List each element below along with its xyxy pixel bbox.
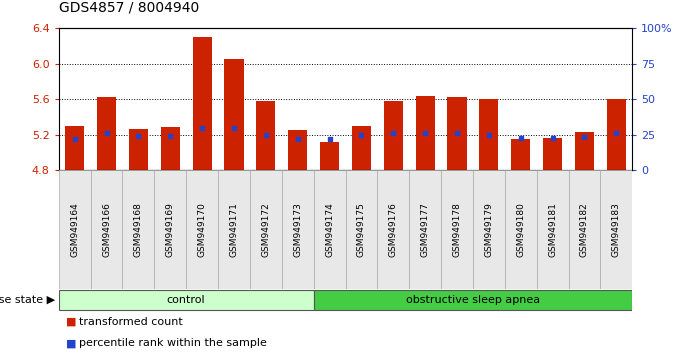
Text: GSM949176: GSM949176 (389, 202, 398, 257)
Text: GSM949183: GSM949183 (612, 202, 621, 257)
Text: GSM949164: GSM949164 (70, 202, 79, 257)
Text: obstructive sleep apnea: obstructive sleep apnea (406, 295, 540, 304)
Text: ■: ■ (66, 338, 76, 348)
Bar (320, 142, 339, 170)
Bar (154, 170, 186, 289)
Bar (441, 170, 473, 289)
Text: percentile rank within the sample: percentile rank within the sample (79, 338, 267, 348)
Text: GSM949174: GSM949174 (325, 202, 334, 257)
Text: GSM949182: GSM949182 (580, 202, 589, 257)
Bar (409, 170, 441, 289)
Bar (122, 170, 154, 289)
Text: GSM949178: GSM949178 (453, 202, 462, 257)
Bar (282, 170, 314, 289)
Text: GSM949181: GSM949181 (548, 202, 557, 257)
Text: GSM949166: GSM949166 (102, 202, 111, 257)
Bar (600, 170, 632, 289)
Bar (288, 130, 307, 170)
Bar (448, 97, 466, 170)
Bar (575, 132, 594, 170)
Text: GSM949170: GSM949170 (198, 202, 207, 257)
Text: disease state ▶: disease state ▶ (0, 295, 55, 304)
Bar (346, 170, 377, 289)
Bar (505, 170, 537, 289)
Text: GDS4857 / 8004940: GDS4857 / 8004940 (59, 0, 199, 14)
Text: GSM949177: GSM949177 (421, 202, 430, 257)
Bar (537, 170, 569, 289)
Text: GSM949175: GSM949175 (357, 202, 366, 257)
Bar (352, 126, 371, 170)
Bar (97, 97, 116, 170)
Text: GSM949171: GSM949171 (229, 202, 238, 257)
Bar (65, 126, 84, 170)
Bar (480, 99, 498, 170)
Text: GSM949172: GSM949172 (261, 202, 270, 257)
Text: control: control (167, 295, 205, 304)
Bar (59, 170, 91, 289)
Bar (415, 96, 435, 170)
Bar (161, 126, 180, 170)
Bar (250, 170, 282, 289)
Bar (218, 170, 250, 289)
Bar (384, 101, 403, 170)
Text: GSM949169: GSM949169 (166, 202, 175, 257)
Bar (225, 59, 243, 170)
Bar (193, 37, 211, 170)
Bar (186, 170, 218, 289)
Bar (473, 170, 505, 289)
Text: ■: ■ (66, 317, 76, 327)
Bar (511, 139, 530, 170)
Text: GSM949179: GSM949179 (484, 202, 493, 257)
Bar (314, 170, 346, 289)
Text: GSM949180: GSM949180 (516, 202, 525, 257)
Bar (569, 170, 600, 289)
Text: GSM949168: GSM949168 (134, 202, 143, 257)
Bar (59, 290, 314, 310)
Bar (91, 170, 122, 289)
Bar (607, 99, 626, 170)
Bar (543, 138, 562, 170)
Text: transformed count: transformed count (79, 317, 183, 327)
Bar (314, 290, 632, 310)
Text: GSM949173: GSM949173 (293, 202, 302, 257)
Bar (129, 129, 148, 170)
Bar (377, 170, 409, 289)
Bar (256, 101, 276, 170)
